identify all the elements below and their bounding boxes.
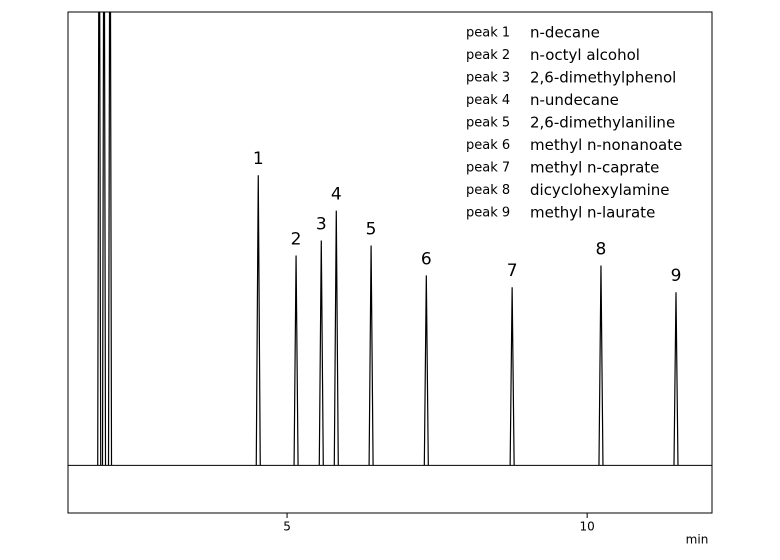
solvent-peak: [101, 12, 107, 466]
legend-peak: peak 6: [466, 138, 510, 153]
legend-name: n-octyl alcohol: [530, 46, 640, 64]
peak: [598, 265, 604, 466]
peak-label: 7: [507, 261, 518, 281]
legend-peak: peak 7: [466, 161, 510, 176]
legend-name: methyl n-laurate: [530, 204, 655, 222]
peak: [318, 240, 324, 466]
legend-peak: peak 5: [466, 116, 510, 131]
legend-name: dicyclohexylamine: [530, 181, 670, 199]
legend-peak: peak 9: [466, 206, 510, 221]
legend-peak: peak 4: [466, 93, 510, 108]
legend-name: n-undecane: [530, 91, 619, 109]
peak-label: 4: [331, 185, 342, 205]
legend-peak: peak 3: [466, 71, 510, 86]
peak-label: 5: [366, 219, 377, 239]
peak-label: 2: [291, 229, 302, 249]
solvent-peak: [97, 12, 102, 466]
solvent-peak: [107, 12, 113, 466]
x-tick-label: 10: [580, 520, 595, 534]
legend-peak: peak 8: [466, 183, 510, 198]
peak-label: 3: [316, 215, 327, 235]
legend-name: n-decane: [530, 24, 600, 42]
legend-name: 2,6-dimethylaniline: [530, 114, 675, 132]
peak: [255, 175, 261, 466]
legend-name: methyl n-nonanoate: [530, 136, 682, 154]
peak: [293, 255, 299, 466]
legend-peak: peak 2: [466, 48, 510, 63]
peak: [673, 292, 679, 466]
x-axis-label: min: [686, 533, 709, 547]
peak: [423, 275, 429, 466]
legend-peak: peak 1: [466, 26, 510, 41]
legend-name: methyl n-caprate: [530, 159, 659, 177]
peak-label: 8: [596, 239, 607, 259]
peak-label: 9: [671, 266, 682, 286]
legend-name: 2,6-dimethylphenol: [530, 69, 676, 87]
peak: [368, 245, 374, 466]
plot-frame: [67, 11, 713, 514]
peaks: [68, 12, 712, 466]
peak-label: 6: [421, 249, 432, 269]
peak: [333, 210, 339, 466]
peak: [509, 287, 515, 466]
peak-label: 1: [253, 149, 264, 169]
x-tick-label: 5: [283, 520, 291, 534]
